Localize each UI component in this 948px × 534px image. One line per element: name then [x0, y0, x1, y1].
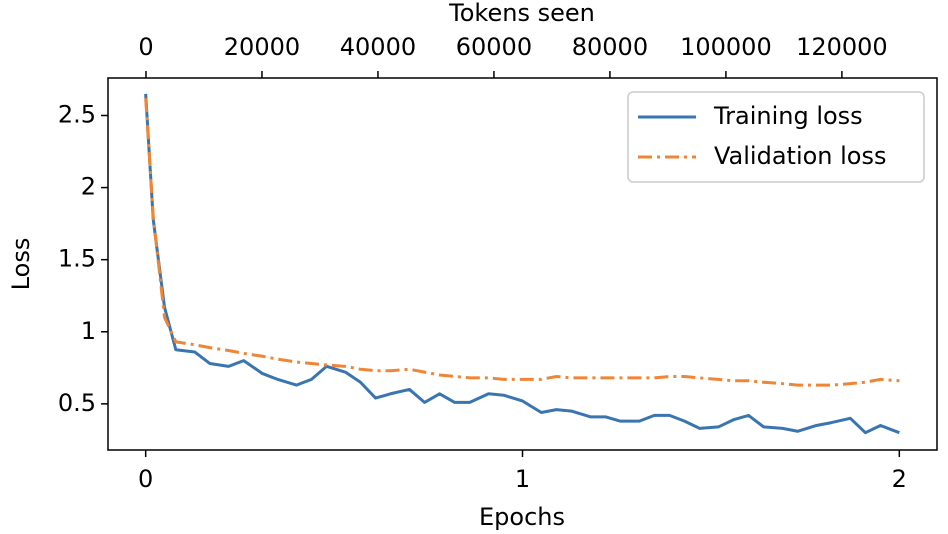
- y-tick-label: 1.5: [58, 245, 96, 273]
- x-axis-label: Epochs: [479, 503, 565, 531]
- top-tick-label: 20000: [224, 33, 300, 61]
- legend-label: Validation loss: [714, 142, 887, 170]
- y-tick-label: 0.5: [58, 389, 96, 417]
- x-tick-label: 0: [138, 465, 153, 493]
- line-series: [144, 93, 900, 435]
- y-axis-label: Loss: [7, 238, 35, 291]
- y-tick-label: 2.5: [58, 100, 96, 128]
- legend-box: [627, 91, 925, 183]
- legend-label: Training loss: [713, 102, 863, 130]
- top-tick-label: 80000: [572, 33, 648, 61]
- plot-frame: [107, 77, 938, 451]
- x-tick-label: 2: [892, 465, 907, 493]
- x-tick-label: 1: [515, 465, 530, 493]
- top-tick-label: 100000: [680, 33, 772, 61]
- top-tick-label: 60000: [456, 33, 532, 61]
- top-tick-label: 0: [138, 33, 153, 61]
- line-series: [144, 98, 900, 387]
- top-axis-label: Tokens seen: [448, 0, 595, 27]
- top-tick-label: 40000: [340, 33, 416, 61]
- top-tick-label: 120000: [796, 33, 888, 61]
- y-tick-label: 1: [81, 317, 96, 345]
- y-tick-label: 2: [81, 173, 96, 201]
